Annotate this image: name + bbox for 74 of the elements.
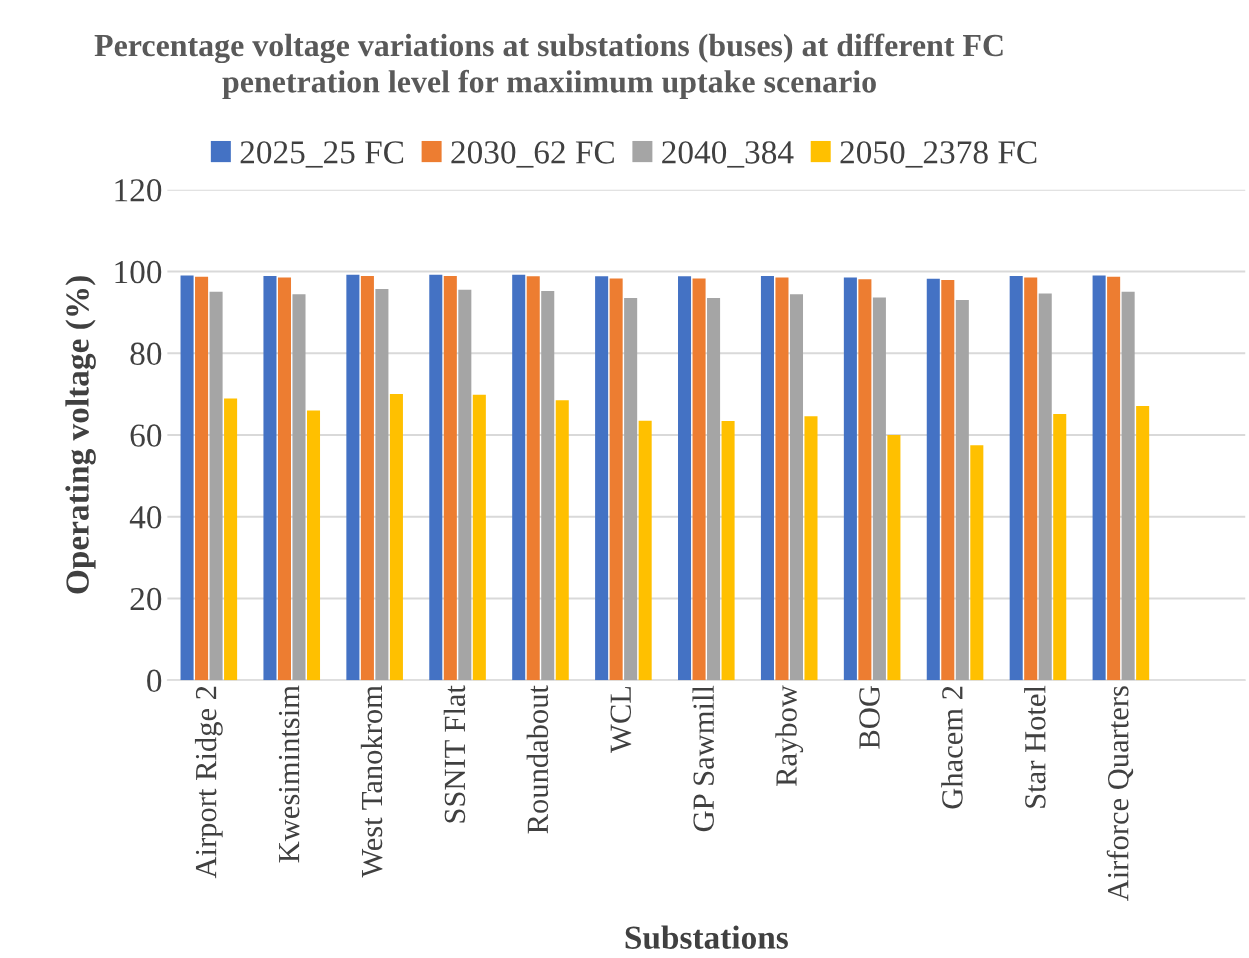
- bar: [760, 275, 774, 681]
- bar: [926, 278, 940, 681]
- y-tick-label: 20: [130, 587, 162, 611]
- bar: [292, 294, 306, 681]
- y-tick-label: 40: [129, 506, 162, 529]
- bar: [180, 275, 194, 681]
- bar: [512, 274, 526, 681]
- x-tick-label: GP Sawmill: [692, 685, 714, 832]
- bar: [789, 294, 804, 681]
- x-tick-label: Star Hotel: [1024, 685, 1046, 808]
- bar: [775, 277, 789, 681]
- bar: [306, 410, 321, 681]
- bar: [277, 277, 292, 681]
- bar: [346, 274, 360, 681]
- bar: [858, 279, 872, 681]
- bar: [1136, 405, 1150, 681]
- bar: [1107, 276, 1121, 681]
- bar: [555, 400, 569, 681]
- legend-label: 2030_62 FC: [451, 141, 614, 168]
- bar: [458, 289, 472, 681]
- legend-label: 2040_384: [662, 141, 794, 168]
- legend-label: 2050_2378 FC: [840, 141, 1037, 168]
- chart-title: Percentage voltage variations at substations (buses) at different FC penetration level for maxiimum uptake scenario: [94, 33, 1003, 100]
- y-tick-label: 100: [115, 260, 162, 284]
- bar: [872, 297, 886, 681]
- bar: [195, 276, 209, 681]
- x-tick-label: BOG: [859, 686, 880, 749]
- bar: [1024, 277, 1038, 681]
- x-tick-label: SSNIT Flat: [443, 685, 466, 823]
- y-tick-label: 80: [130, 342, 162, 366]
- legend-label: 2025_25 FC: [240, 141, 404, 168]
- bar: [721, 421, 735, 681]
- bar: [941, 280, 955, 681]
- bar: [678, 276, 692, 681]
- y-tick-label: 120: [115, 179, 162, 202]
- bar: [970, 445, 984, 681]
- bar: [209, 291, 223, 681]
- bar: [887, 434, 901, 681]
- bar: [609, 278, 623, 681]
- bar: [1092, 275, 1106, 681]
- bar: [1038, 293, 1052, 681]
- bar: [804, 416, 818, 681]
- x-tick-label: Airforce Quarters: [1106, 686, 1134, 902]
- x-tick-label: WCL: [610, 686, 632, 753]
- x-tick-label: Raybow: [775, 685, 804, 787]
- bar: [707, 298, 721, 681]
- bar: [443, 275, 457, 681]
- bar: [1009, 275, 1023, 681]
- bar: [224, 398, 238, 681]
- x-tick-label: West Tanokrom: [360, 685, 383, 878]
- bar: [472, 394, 486, 681]
- y-tick-label: 60: [130, 424, 162, 447]
- y-axis-title: Operating voltage (%): [65, 276, 96, 594]
- bar: [375, 289, 389, 681]
- bar: [541, 291, 555, 681]
- x-tick-label: Roundabout: [526, 685, 549, 834]
- bar: [843, 277, 857, 681]
- x-axis-title: Substations: [625, 925, 788, 949]
- bar: [526, 276, 540, 681]
- bar: [429, 274, 443, 681]
- bar: [595, 276, 609, 681]
- bar: [638, 420, 652, 681]
- bar: [389, 394, 403, 681]
- x-tick-label: Airport Ridge 2: [194, 686, 223, 879]
- bar: [263, 275, 277, 681]
- bar: [360, 275, 374, 681]
- bar: [1053, 414, 1067, 681]
- y-tick-label: 0: [147, 669, 162, 693]
- bar: [955, 300, 969, 681]
- x-tick-label: Ghacem 2: [941, 686, 963, 809]
- bar: [624, 298, 638, 681]
- x-tick-label: Kwesimintsim: [278, 685, 300, 863]
- bar: [1121, 291, 1135, 681]
- bar: [692, 278, 706, 681]
